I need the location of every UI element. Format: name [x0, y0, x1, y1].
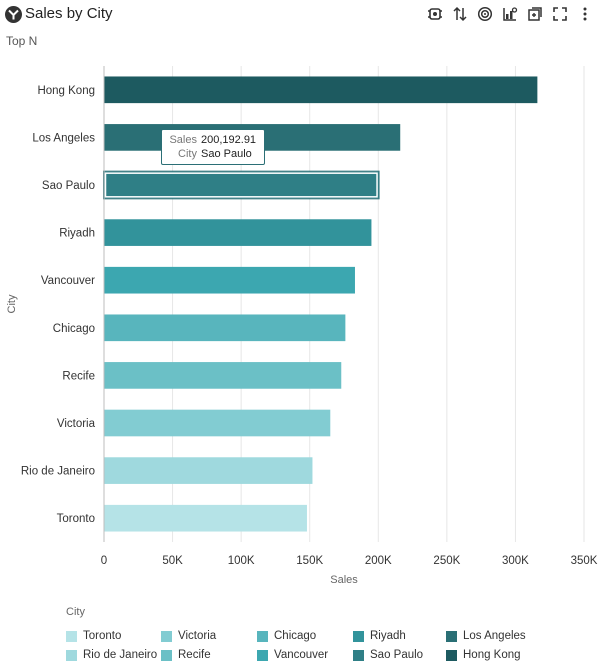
y-tick-label: Victoria	[57, 418, 96, 430]
export-icon[interactable]	[525, 4, 544, 24]
legend-title: City	[66, 606, 85, 618]
legend-swatch	[66, 649, 77, 661]
y-tick-label: Hong Kong	[37, 85, 95, 97]
x-tick-label: 350K	[571, 555, 598, 567]
x-tick-label: 100K	[228, 555, 255, 567]
chart-toolbar	[425, 4, 594, 26]
legend-label: Chicago	[274, 630, 317, 642]
legend-label: Vancouver	[274, 649, 329, 661]
x-tick-label: 50K	[162, 555, 183, 567]
y-axis-title: City	[6, 294, 18, 313]
chart-title: Sales by City	[25, 5, 113, 22]
legend-item[interactable]: Victoria	[161, 628, 216, 644]
y-tick-label: Toronto	[57, 513, 95, 525]
sort-icon[interactable]	[450, 4, 469, 24]
legend-swatch	[353, 649, 364, 661]
legend-label: Hong Kong	[463, 649, 521, 661]
x-tick-label: 0	[101, 555, 107, 567]
chart-legend: Toronto Victoria Chicago Riyadh Los Angeles R…	[66, 628, 586, 664]
chart-type-icon[interactable]	[500, 4, 519, 24]
legend-item[interactable]: Sao Paulo	[353, 647, 423, 663]
legend-label: Rio de Janeiro	[83, 649, 158, 661]
bar[interactable]	[104, 266, 355, 294]
tooltip-city-label: City	[178, 148, 197, 160]
x-tick-label: 250K	[433, 555, 460, 567]
y-tick-label: Chicago	[53, 323, 95, 335]
bar[interactable]	[104, 504, 307, 532]
legend-swatch	[446, 649, 457, 661]
tooltip-sales-value: 200,192.91	[201, 134, 257, 146]
y-tick-label: Recife	[62, 370, 95, 382]
legend-swatch	[446, 630, 457, 642]
legend-swatch	[161, 649, 172, 661]
legend-item[interactable]: Riyadh	[353, 628, 406, 644]
chart-subtitle: Top N	[6, 34, 38, 48]
tooltip-city-value: Sao Paulo	[201, 148, 252, 160]
chart-tooltip: Sales 200,192.91 City Sao Paulo	[161, 129, 265, 165]
legend-label: Los Angeles	[463, 630, 526, 642]
x-tick-label: 200K	[365, 555, 392, 567]
legend-label: Sao Paulo	[370, 649, 424, 661]
legend-item[interactable]: Rio de Janeiro	[66, 647, 157, 663]
x-tick-label: 300K	[502, 555, 529, 567]
legend-item[interactable]: Recife	[161, 647, 211, 663]
x-axis-title: Sales	[330, 574, 358, 586]
legend-item[interactable]: Los Angeles	[446, 628, 526, 644]
y-tick-label: Vancouver	[41, 275, 95, 287]
legend-item[interactable]: Chicago	[257, 628, 316, 644]
legend-label: Riyadh	[370, 630, 406, 642]
y-tick-label: Sao Paulo	[42, 180, 95, 192]
bar[interactable]	[104, 457, 313, 484]
x-tick-label: 150K	[296, 555, 323, 567]
legend-label: Toronto	[83, 630, 122, 642]
legend-label: Recife	[178, 649, 211, 661]
bar[interactable]	[104, 171, 379, 199]
legend-item[interactable]: Hong Kong	[446, 647, 521, 663]
legend-swatch	[257, 649, 268, 661]
legend-label: Victoria	[178, 630, 217, 642]
tooltip-sales-label: Sales	[169, 134, 197, 146]
legend-item[interactable]: Vancouver	[257, 647, 328, 663]
bar[interactable]	[104, 76, 538, 104]
chart-header: Sales by City	[0, 0, 600, 30]
legend-item[interactable]: Toronto	[66, 628, 121, 644]
more-icon[interactable]	[575, 4, 594, 24]
bar[interactable]	[104, 362, 342, 389]
y-tick-label: Rio de Janeiro	[21, 466, 95, 478]
legend-swatch	[353, 630, 364, 642]
legend-swatch	[161, 630, 172, 642]
bar[interactable]	[104, 314, 346, 342]
y-tick-label: Riyadh	[59, 228, 95, 240]
bar-highlight-inner	[104, 172, 378, 198]
bar-chart: 0 50K 100K 150K 200K 250K 300K 350K Hong Kong Los…	[6, 66, 598, 586]
y-tick-label: Los Angeles	[32, 132, 95, 144]
auto-insights-icon[interactable]	[425, 4, 444, 24]
bar[interactable]	[104, 219, 372, 246]
legend-swatch	[257, 630, 268, 642]
fullscreen-icon[interactable]	[550, 4, 569, 24]
app-logo-icon	[5, 6, 22, 23]
bar[interactable]	[104, 409, 331, 437]
target-icon[interactable]	[475, 4, 494, 24]
legend-swatch	[66, 630, 77, 642]
